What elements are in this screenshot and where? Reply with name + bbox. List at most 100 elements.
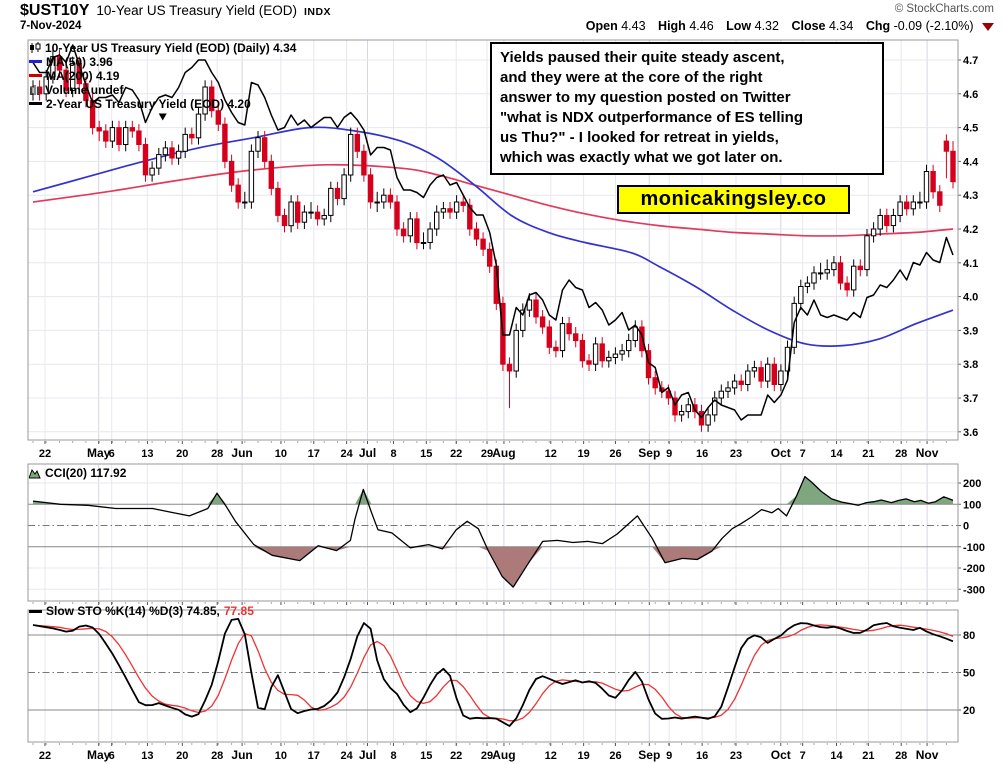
x-axis-label: 29 xyxy=(481,448,493,460)
x-axis-label: Jun xyxy=(231,446,252,460)
sto-legend: Slow STO %K(14) %D(3) 74.85, 77.85 xyxy=(29,604,254,618)
x-axis-label: Nov xyxy=(916,446,939,460)
cci-line xyxy=(32,475,954,588)
x-axis-label: May xyxy=(87,446,111,460)
volume-bars-icon xyxy=(30,85,40,95)
x-axis-label: 8 xyxy=(390,448,396,460)
x-axis-label: 21 xyxy=(862,448,874,460)
chg-value: -0.09 (-2.10%) xyxy=(893,19,974,33)
main-ytick-label: 3.7 xyxy=(963,393,978,405)
x-axis-label: 14 xyxy=(830,448,843,460)
watermark-badge: monicakingsley.co xyxy=(617,185,850,214)
main-ytick-label: 4.7 xyxy=(963,55,978,67)
legend-volume-text: Volume undef xyxy=(45,82,124,97)
chart-header: $UST10Y 10-Year US Treasury Yield (EOD) … xyxy=(20,2,331,20)
x-axis-label: 12 xyxy=(545,448,557,460)
main-ytick-label: 4.6 xyxy=(963,89,978,101)
low-value: 4.32 xyxy=(754,19,779,33)
ma50-line-dash-icon xyxy=(29,60,42,63)
high-value: 4.46 xyxy=(689,19,714,33)
copyright: © StockCharts.com xyxy=(894,3,994,15)
x-axis-label: Jun xyxy=(231,748,252,762)
x-axis-label: 17 xyxy=(308,448,320,460)
legend-2year: 2-Year US Treasury Yield (EOD) 4.20 xyxy=(29,96,296,111)
x-axis-label: 24 xyxy=(340,750,353,762)
x-axis-label: Aug xyxy=(492,748,515,762)
x-axis-label: 20 xyxy=(176,448,188,460)
legend-2year-text: 2-Year US Treasury Yield (EOD) 4.20 xyxy=(46,96,251,111)
x-axis-label: 17 xyxy=(308,750,320,762)
x-axis-label: Jul xyxy=(359,748,376,762)
legend-price-text: 10-Year US Treasury Yield (EOD) (Daily) … xyxy=(45,40,297,55)
sto-line-dash-icon xyxy=(29,609,42,613)
x-axis-label: 9 xyxy=(666,750,672,762)
chg-dropdown-triangle-icon[interactable] xyxy=(982,23,994,31)
legend-ma200: MA(200) 4.19 xyxy=(29,69,296,83)
x-axis-label: Sep xyxy=(638,748,660,762)
x-axis-label: 19 xyxy=(577,448,589,460)
x-axis-label: 22 xyxy=(450,750,462,762)
x-axis-label: 19 xyxy=(577,750,589,762)
x-axis-label: 6 xyxy=(109,448,115,460)
x-axis-label: Jul xyxy=(359,446,376,460)
x-axis-label: 13 xyxy=(141,750,153,762)
ohlc-quote: Open 4.43 High 4.46 Low 4.32 Close 4.34 … xyxy=(577,19,994,33)
x-axis-label: 28 xyxy=(211,448,223,460)
x-axis-label: 10 xyxy=(275,448,287,460)
cci-area-icon xyxy=(29,468,41,478)
page-title: 10-Year US Treasury Yield (EOD) xyxy=(96,3,297,18)
cci-legend: CCI(20) 117.92 xyxy=(29,466,126,480)
x-axis-label: 14 xyxy=(830,750,843,762)
x-axis-label: Sep xyxy=(638,446,660,460)
symbol: $UST10Y xyxy=(20,2,90,19)
x-axis-label: 21 xyxy=(862,750,874,762)
x-axis-label: 23 xyxy=(730,448,742,460)
x-axis-label: 6 xyxy=(109,750,115,762)
cci-ytick-label: 0 xyxy=(963,521,969,533)
x-axis-label: 8 xyxy=(390,750,396,762)
open-value: 4.43 xyxy=(621,19,646,33)
sto-ytick-label: 20 xyxy=(963,705,975,717)
main-ytick-label: 4.3 xyxy=(963,190,978,202)
cci-ytick-label: -200 xyxy=(963,563,985,575)
panel-border xyxy=(27,463,959,602)
x-axis-label: Nov xyxy=(916,748,939,762)
close-label: Close xyxy=(791,19,826,33)
ma200-line-dash-icon xyxy=(29,74,42,77)
panel-border xyxy=(27,39,959,441)
annotation-text: Yields paused their quite steady ascent,… xyxy=(500,49,803,166)
main-ytick-label: 4.0 xyxy=(963,292,978,304)
main-ytick-label: 4.1 xyxy=(963,258,978,270)
legend-ma50-text: MA(50) 3.96 xyxy=(46,54,113,69)
x-axis-label: 16 xyxy=(696,750,708,762)
x-axis-label: May xyxy=(87,748,111,762)
cci-label-text: CCI(20) 117.92 xyxy=(45,466,127,480)
panel-border xyxy=(27,609,959,743)
cci-ytick-label: 200 xyxy=(963,478,981,490)
x-axis-label: 28 xyxy=(895,448,907,460)
chg-label: Chg xyxy=(865,19,891,33)
ma200-line xyxy=(32,163,954,237)
x-axis-label: 13 xyxy=(141,448,153,460)
two-year-line-dash-icon xyxy=(29,102,42,105)
x-axis-label: Aug xyxy=(492,446,515,460)
main-ytick-label: 4.2 xyxy=(963,224,978,236)
x-axis-label: 22 xyxy=(39,750,51,762)
x-axis-label: 28 xyxy=(211,750,223,762)
low-label: Low xyxy=(726,19,752,33)
candlestick-icon xyxy=(30,41,41,53)
sto-ytick-label: 80 xyxy=(963,630,975,642)
sto-label-k: Slow STO %K(14) %D(3) 74.85, xyxy=(46,604,220,618)
main-ytick-label: 4.5 xyxy=(963,123,978,135)
x-axis-label: 7 xyxy=(800,750,806,762)
open-label: Open xyxy=(585,19,618,33)
x-axis-label: 26 xyxy=(609,448,621,460)
x-axis-label: 22 xyxy=(39,448,51,460)
chart-date: 7-Nov-2024 xyxy=(20,20,82,32)
cci-ytick-label: -300 xyxy=(963,584,985,596)
annotation-box: Yields paused their quite steady ascent,… xyxy=(490,42,884,175)
main-ytick-label: 3.6 xyxy=(963,427,978,439)
x-axis-label: 7 xyxy=(800,448,806,460)
high-label: High xyxy=(658,19,686,33)
